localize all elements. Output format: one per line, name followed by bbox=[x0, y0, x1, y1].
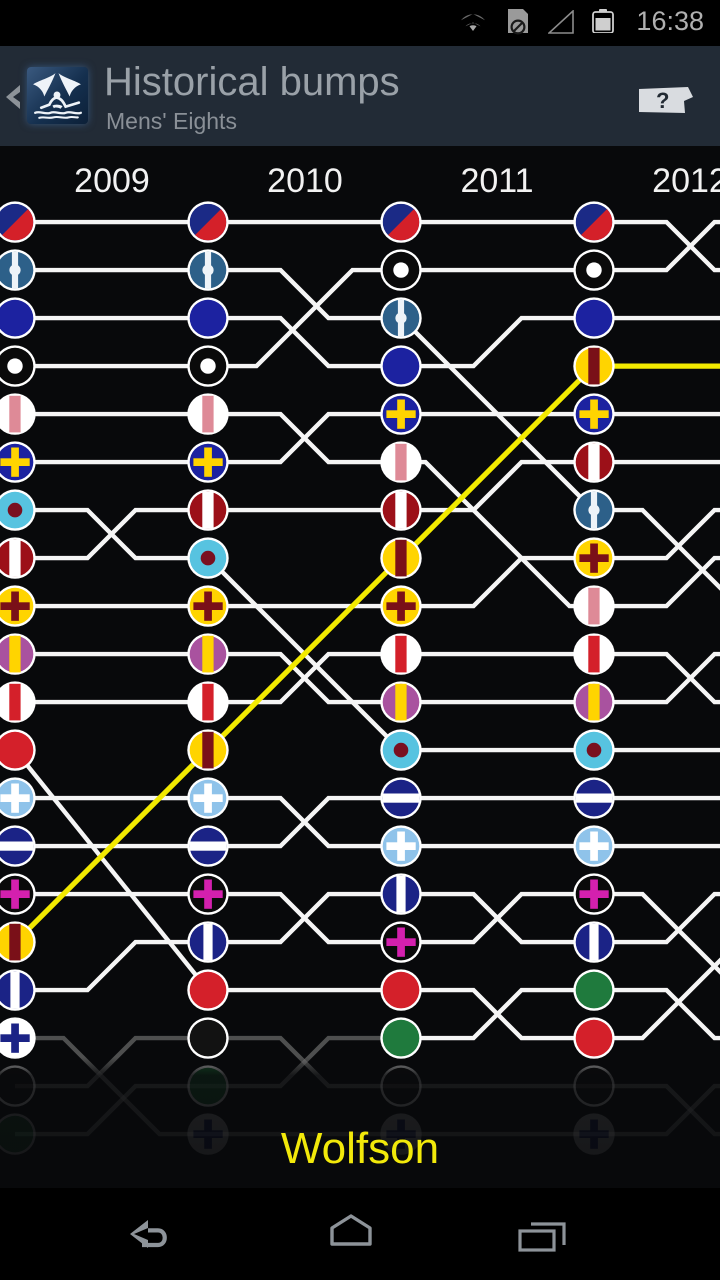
svg-text:?: ? bbox=[656, 88, 669, 113]
